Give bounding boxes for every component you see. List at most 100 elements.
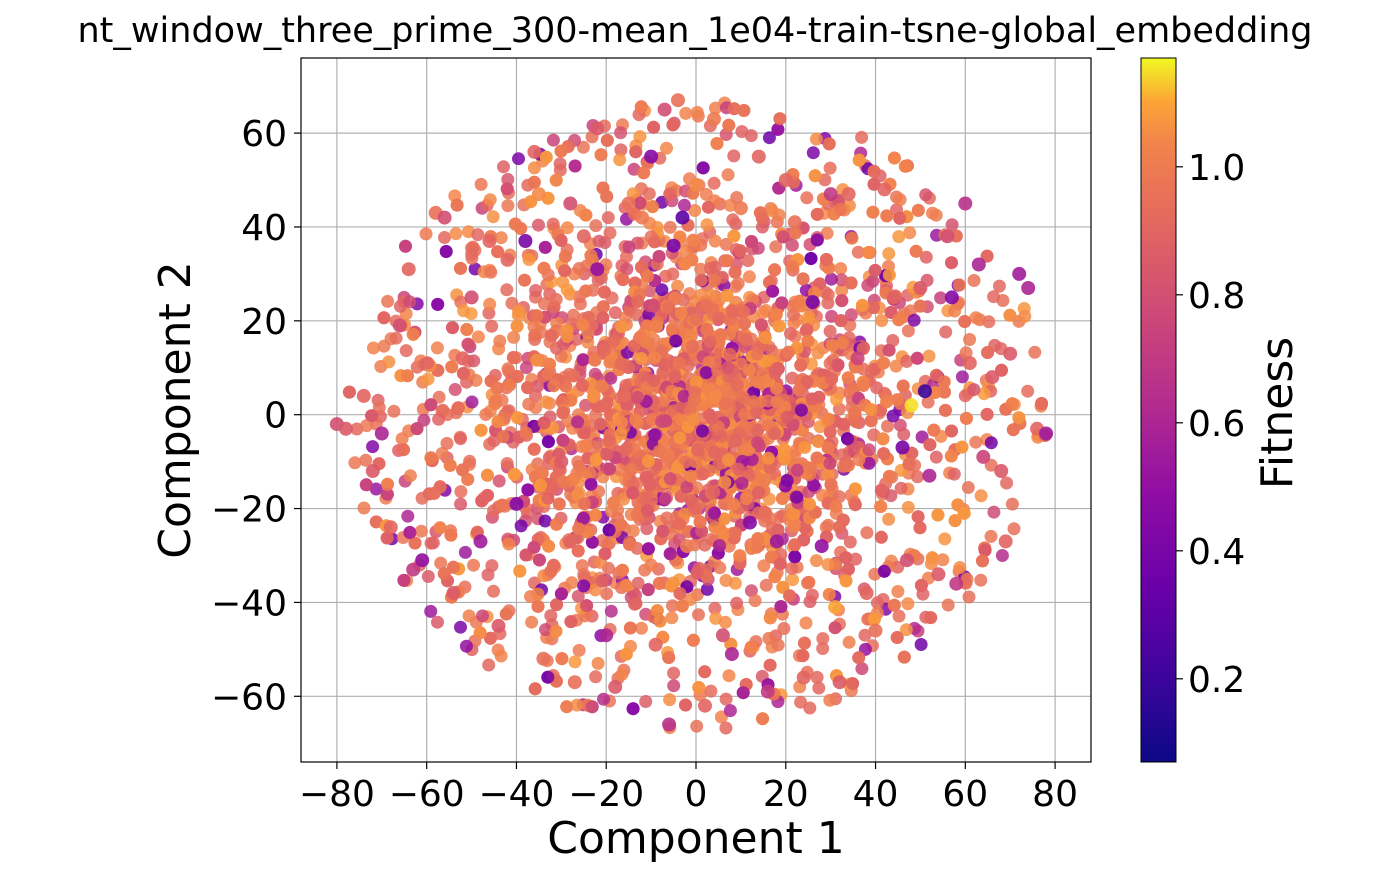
data-point — [640, 491, 653, 505]
data-point — [1021, 281, 1036, 295]
scatter-points — [329, 93, 1054, 735]
data-point — [825, 338, 839, 352]
data-point — [507, 330, 521, 344]
data-point — [1039, 426, 1054, 441]
data-point — [692, 608, 705, 622]
data-point — [496, 430, 510, 444]
data-point — [465, 247, 479, 261]
data-point — [987, 505, 1001, 519]
data-point — [698, 538, 712, 552]
data-point — [775, 492, 789, 505]
data-point — [788, 226, 802, 240]
data-point — [461, 337, 475, 351]
data-point — [894, 481, 908, 495]
data-point — [652, 250, 666, 263]
data-point — [492, 474, 506, 488]
data-point — [377, 311, 391, 325]
data-point — [528, 682, 542, 696]
data-point — [659, 269, 673, 283]
data-point — [828, 600, 843, 615]
data-point — [861, 278, 875, 292]
data-point — [903, 226, 917, 240]
data-point — [599, 399, 612, 413]
data-point — [491, 415, 505, 429]
data-point — [514, 519, 528, 533]
data-point — [432, 390, 446, 404]
data-point — [462, 609, 476, 623]
data-point — [816, 632, 830, 646]
data-point — [840, 457, 853, 471]
data-point — [760, 684, 775, 699]
data-point — [550, 598, 564, 612]
data-point — [719, 574, 733, 587]
data-point — [852, 153, 866, 167]
data-point — [804, 252, 818, 265]
data-point — [844, 276, 858, 290]
data-point — [518, 273, 531, 287]
data-point — [619, 579, 633, 592]
data-point — [748, 594, 762, 608]
colorbar-ticks: 0.2 0.4 0.6 0.8 1.0 — [1176, 148, 1245, 701]
data-point — [780, 474, 794, 487]
data-point — [650, 604, 664, 618]
data-point — [571, 415, 584, 429]
data-point — [778, 173, 793, 187]
data-point — [798, 441, 812, 454]
x-tick-label: 0 — [685, 774, 708, 815]
data-point — [1018, 309, 1032, 323]
data-point — [471, 330, 485, 344]
data-point — [744, 640, 758, 654]
data-point — [616, 563, 629, 577]
data-point — [690, 719, 704, 733]
data-point — [578, 439, 592, 453]
data-point — [383, 520, 398, 535]
data-point — [537, 261, 551, 275]
data-point — [763, 461, 777, 475]
data-point — [648, 351, 662, 365]
data-point — [855, 662, 869, 676]
data-point — [747, 395, 760, 409]
data-point — [537, 416, 551, 430]
data-point — [963, 333, 977, 346]
data-point — [579, 284, 593, 298]
data-point — [437, 567, 451, 581]
data-point — [969, 311, 983, 325]
data-point — [710, 137, 724, 150]
data-point — [1005, 497, 1019, 511]
data-point — [456, 366, 470, 380]
data-point — [359, 453, 373, 467]
data-point — [751, 532, 765, 546]
data-point — [431, 615, 444, 629]
data-point — [585, 535, 599, 549]
data-point — [772, 319, 786, 333]
data-point — [671, 93, 685, 108]
data-point — [867, 177, 881, 191]
data-point — [707, 485, 721, 499]
data-point — [893, 193, 907, 207]
data-point — [807, 478, 820, 492]
data-point — [527, 144, 542, 159]
data-point — [571, 544, 585, 558]
data-point — [604, 604, 618, 618]
data-point — [484, 265, 498, 279]
data-point — [389, 331, 403, 345]
data-point — [401, 262, 416, 277]
data-point — [685, 339, 699, 353]
data-point — [395, 432, 409, 446]
data-point — [620, 442, 633, 456]
data-point — [866, 301, 880, 314]
data-point — [800, 375, 814, 389]
data-point — [433, 521, 447, 535]
data-point — [639, 335, 653, 349]
data-point — [509, 496, 524, 511]
data-point — [572, 522, 586, 536]
data-point — [519, 361, 533, 375]
data-point — [547, 300, 561, 314]
data-point — [595, 574, 609, 588]
data-point — [596, 300, 610, 314]
data-point — [794, 358, 808, 372]
data-point — [648, 637, 663, 652]
data-point — [577, 426, 591, 440]
data-point — [810, 670, 824, 684]
y-tick-label: 20 — [241, 302, 287, 343]
